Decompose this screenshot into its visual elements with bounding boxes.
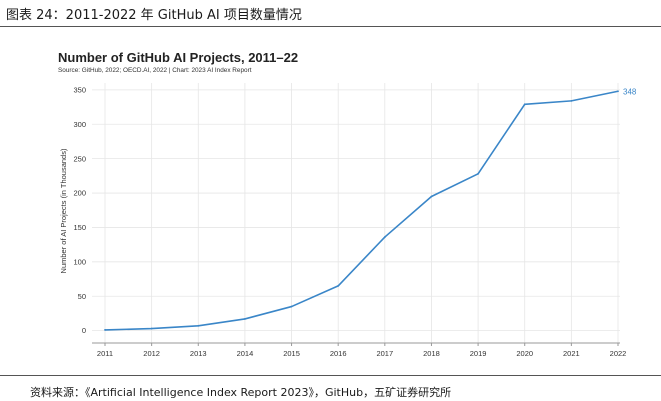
y-tick-100: 100	[73, 257, 86, 266]
figure-source: 资料来源：《Artificial Intelligence Index Repo…	[30, 386, 452, 399]
data-point-2020	[523, 103, 526, 106]
data-point-2016	[337, 285, 340, 287]
top-rule	[0, 26, 661, 27]
x-tick-labels: 2011 2012 2013 2014 2015 2016 2017 2018 2019 2020…	[97, 343, 626, 358]
x-tick-2019: 2019	[470, 349, 487, 358]
bottom-rule	[0, 375, 661, 376]
x-tick-2011: 2011	[97, 349, 113, 358]
x-tick-2018: 2018	[423, 349, 440, 358]
x-tick-2015: 2015	[283, 349, 300, 358]
data-point-2021	[570, 99, 573, 102]
data-point-2022	[617, 90, 619, 93]
chart-subtitle: Source: GitHub, 2022; OECD.AI, 2022 | Ch…	[58, 67, 252, 74]
x-tick-2021: 2021	[563, 349, 580, 358]
data-point-2015	[290, 305, 293, 308]
data-point-2011	[104, 329, 106, 331]
data-point-2019	[477, 172, 479, 175]
y-axis-label: Number of AI Projects (in Thousands)	[59, 148, 68, 273]
series-layer: 348	[104, 87, 637, 331]
y-tick-250: 250	[73, 154, 86, 163]
data-point-2017	[383, 236, 386, 238]
series-line-0	[104, 90, 619, 331]
y-tick-150: 150	[73, 223, 86, 232]
y-tick-0: 0	[82, 326, 86, 335]
y-tick-300: 300	[73, 120, 86, 129]
x-tick-2017: 2017	[376, 349, 393, 358]
y-tick-50: 50	[78, 292, 86, 301]
data-point-2014	[244, 318, 246, 320]
y-tick-200: 200	[73, 189, 86, 198]
figure-caption: 图表 24：2011-2022 年 GitHub AI 项目数量情况	[6, 8, 302, 23]
grid-lines	[92, 83, 620, 344]
y-tick-labels: 0 50 100 150 200 250 300 350	[73, 85, 86, 335]
data-point-2012	[150, 327, 153, 330]
chart-title: Number of GitHub AI Projects, 2011–22	[58, 50, 298, 65]
x-tick-2012: 2012	[143, 349, 160, 358]
x-tick-2020: 2020	[516, 349, 533, 358]
data-point-2018	[430, 195, 433, 198]
data-point-2013	[197, 324, 200, 327]
x-tick-2016: 2016	[330, 349, 347, 358]
end-value-label: 348	[623, 87, 637, 96]
y-tick-350: 350	[73, 85, 86, 94]
x-tick-2013: 2013	[190, 349, 207, 358]
x-tick-2014: 2014	[237, 349, 254, 358]
x-tick-2022: 2022	[610, 349, 627, 358]
